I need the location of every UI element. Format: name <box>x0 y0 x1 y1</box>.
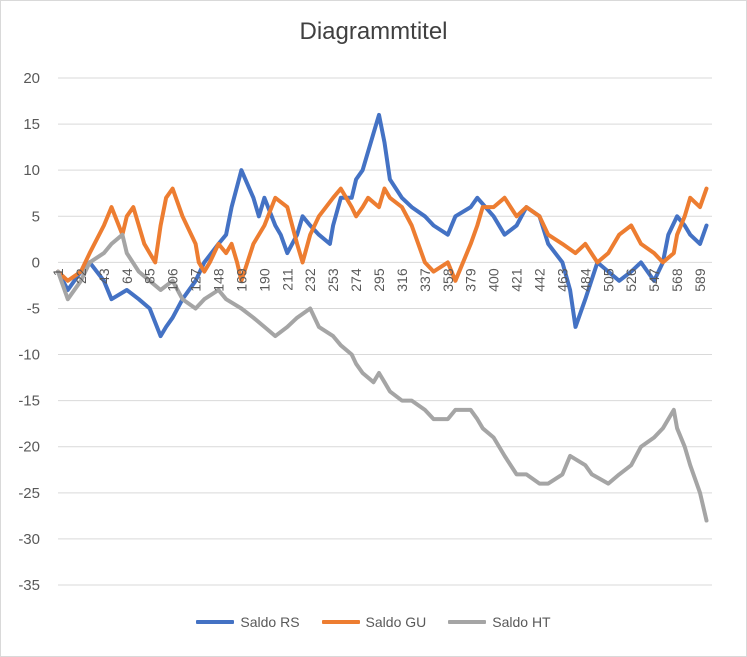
x-tick-label: 463 <box>554 268 570 292</box>
y-tick-label: 10 <box>23 162 40 179</box>
x-tick-label: 22 <box>73 268 89 284</box>
x-tick-label: 253 <box>325 268 341 292</box>
legend: Saldo RS Saldo GU Saldo HT <box>0 614 747 630</box>
series-lines <box>56 112 709 523</box>
x-tick-label: 43 <box>96 268 112 284</box>
x-tick-label: 316 <box>394 268 410 292</box>
legend-item-saldo-ht: Saldo HT <box>448 614 551 630</box>
y-tick-label: -30 <box>18 531 40 548</box>
x-tick-label: 442 <box>531 268 547 292</box>
y-axis-ticks: 20 15 10 5 0 -5 -10 -15 -20 -25 -30 -35 <box>18 70 40 594</box>
gridlines <box>58 77 712 586</box>
x-tick-label: 379 <box>463 268 479 292</box>
y-tick-label: -15 <box>18 393 40 410</box>
x-tick-label: 274 <box>348 268 364 292</box>
legend-label-saldo-gu: Saldo GU <box>365 614 427 630</box>
y-tick-label: -25 <box>18 485 40 502</box>
x-tick-label: 148 <box>210 268 226 292</box>
legend-label-saldo-rs: Saldo RS <box>240 614 300 630</box>
series-line-saldo-gu <box>56 186 709 283</box>
legend-item-saldo-rs: Saldo RS <box>196 614 300 630</box>
x-tick-label: 358 <box>440 268 456 292</box>
x-tick-label: 169 <box>233 268 249 292</box>
x-tick-label: 484 <box>577 268 593 292</box>
x-tick-label: 526 <box>623 268 639 292</box>
legend-item-saldo-gu: Saldo GU <box>321 614 427 630</box>
y-tick-label: 20 <box>23 70 40 87</box>
x-tick-label: 400 <box>486 268 502 292</box>
chart-title: Diagrammtitel <box>299 18 448 45</box>
x-tick-label: 295 <box>371 268 387 292</box>
series-line-saldo-ht <box>56 232 709 523</box>
x-tick-label: 232 <box>302 268 318 292</box>
x-tick-label: 127 <box>188 268 204 292</box>
x-tick-label: 106 <box>165 268 181 292</box>
x-tick-label: 421 <box>509 268 525 292</box>
x-tick-label: 589 <box>692 268 708 292</box>
y-tick-label: -5 <box>27 300 40 317</box>
y-tick-label: -20 <box>18 439 40 456</box>
legend-swatch-saldo-rs <box>196 620 235 624</box>
y-tick-label: -35 <box>18 577 40 594</box>
x-tick-label: 211 <box>279 268 295 291</box>
y-tick-label: 15 <box>23 116 40 133</box>
x-tick-label: 85 <box>142 268 158 284</box>
x-tick-label: 547 <box>646 268 662 292</box>
x-tick-label: 337 <box>417 268 433 292</box>
x-tick-label: 190 <box>256 268 272 292</box>
legend-swatch-saldo-gu <box>321 620 360 624</box>
series-line-saldo-rs <box>56 112 709 339</box>
y-tick-label: 0 <box>32 254 40 271</box>
x-tick-label: 64 <box>119 268 135 284</box>
y-tick-label: -10 <box>18 347 40 364</box>
x-tick-label: 568 <box>669 268 685 292</box>
x-tick-label: 505 <box>600 268 616 292</box>
y-tick-label: 5 <box>32 208 40 225</box>
legend-label-saldo-ht: Saldo HT <box>492 614 551 630</box>
legend-swatch-saldo-ht <box>448 620 487 624</box>
x-tick-label: 1 <box>50 268 66 276</box>
x-axis-ticks: 1 22 43 64 85 106 127 148 169 190 211 232 253 274 295 3… <box>50 268 708 292</box>
